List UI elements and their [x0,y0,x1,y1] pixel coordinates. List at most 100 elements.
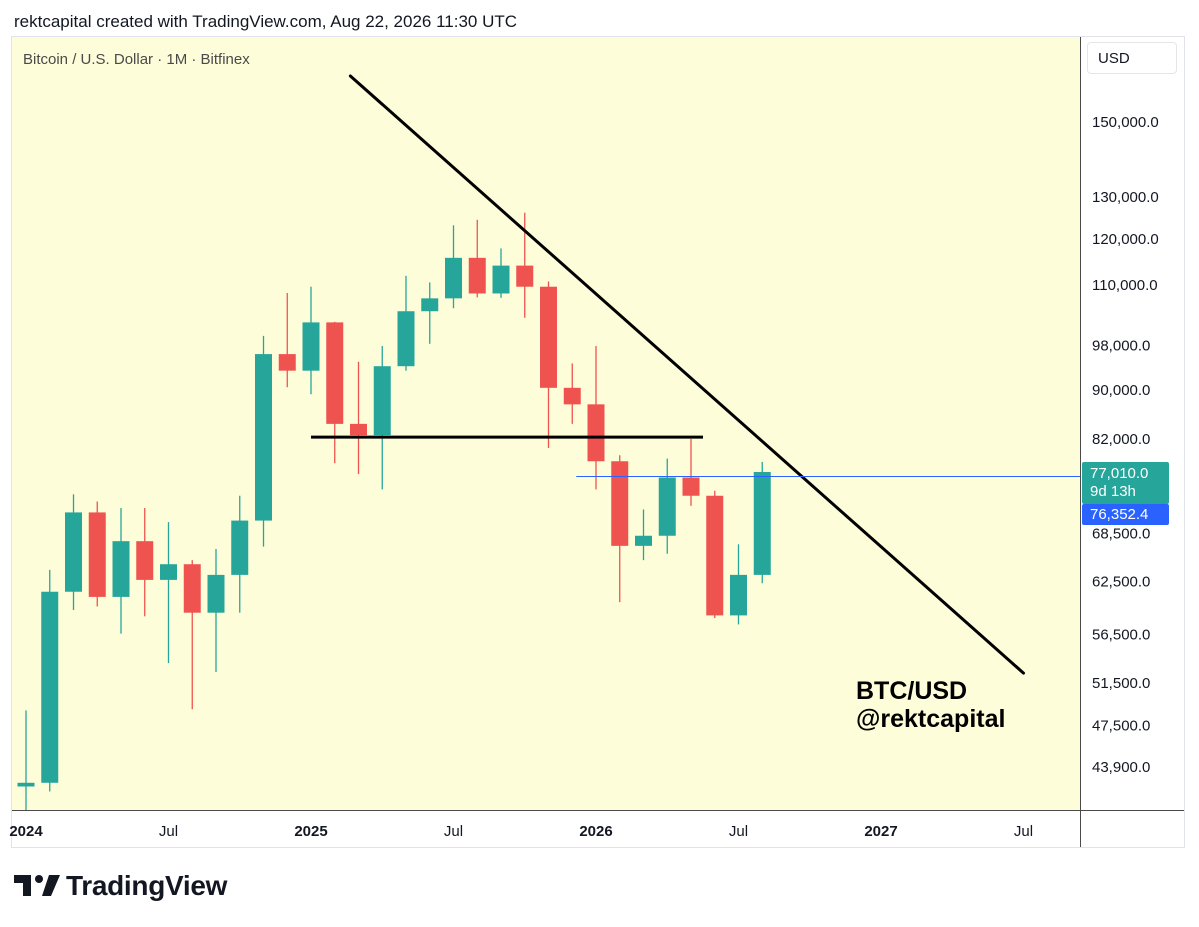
candle[interactable] [255,335,272,547]
price-tick-label: 98,000.0 [1092,337,1150,354]
annotation-pair: BTC/USD [856,677,968,705]
candle[interactable] [445,225,462,309]
candle[interactable] [421,282,439,344]
candle[interactable] [112,508,130,634]
time-tick-label: Jul [159,823,178,840]
candle[interactable] [635,509,652,561]
candle[interactable] [373,345,391,490]
candle[interactable] [326,321,344,464]
candle[interactable] [587,345,605,490]
price-tick-label: 130,000.0 [1092,189,1159,206]
price-tick-label: 56,500.0 [1092,627,1150,644]
candle[interactable] [302,286,320,395]
time-tick-label: 2026 [579,823,612,840]
candle-body [373,366,391,436]
candle[interactable] [753,461,771,584]
time-tick-label: 2025 [294,823,327,840]
candle-body [302,322,320,371]
candle[interactable] [17,710,35,836]
candle[interactable] [706,490,724,619]
symbol-label: Bitcoin / U.S. Dollar · 1M · Bitfinex [23,51,250,68]
candle[interactable] [88,501,106,607]
time-tick-label: Jul [729,823,748,840]
last-price-tag: 77,010.0 9d 13h [1082,462,1169,504]
last-price-value: 77,010.0 [1090,465,1149,482]
candles-layer [17,212,771,836]
candle-body [706,495,724,616]
price-tick-label: 90,000.0 [1092,382,1150,399]
price-axis: 150,000.0 130,000.0 120,000.0 110,000.0 98,0… [1092,114,1159,776]
plot-background [12,37,1080,810]
candle-body [160,564,177,580]
candle[interactable] [65,494,82,611]
candle[interactable] [231,495,249,613]
descending-trendline[interactable] [348,74,1025,675]
candle-body [183,564,201,613]
candle-body [730,574,747,616]
candle-body [611,461,629,546]
candle-body [540,286,557,388]
horizontal-line-price-tag: 76,352.4 [1082,504,1169,525]
currency-button[interactable]: USD [1087,42,1177,74]
candle-body [421,298,439,312]
candle-body [563,387,581,405]
candle-body [587,404,605,462]
chart-annotation: BTC/USD @rektcapital [856,677,1005,733]
candle[interactable] [468,219,486,298]
price-tick-label: 51,500.0 [1092,675,1150,692]
candle-body [136,541,154,580]
price-tick-label: 68,500.0 [1092,525,1150,542]
time-tick-label: 2024 [9,823,43,840]
candle[interactable] [611,455,629,603]
candle-body [326,322,344,424]
candle[interactable] [730,544,747,625]
tradingview-brand: TradingView [66,870,228,901]
candle-body [112,541,130,597]
candle[interactable] [160,522,177,664]
price-tick-label: 47,500.0 [1092,718,1150,735]
candle-body [658,477,676,536]
candle-body [17,782,35,787]
time-tick-label: 2027 [864,823,897,840]
candle-body [468,257,486,294]
candle[interactable] [658,458,676,554]
price-tick-label: 120,000.0 [1092,231,1159,248]
price-tick-label: 110,000.0 [1092,277,1158,294]
bar-countdown: 9d 13h [1090,483,1136,500]
time-tick-label: Jul [444,823,463,840]
candle-body [88,512,106,597]
candle[interactable] [41,569,59,792]
candle-body [350,423,367,436]
candle[interactable] [682,439,700,506]
candle[interactable] [350,361,367,475]
tradingview-logo[interactable]: TradingView [14,870,227,902]
candle[interactable] [136,508,154,617]
candle[interactable] [563,363,581,424]
candle[interactable] [492,248,510,298]
candle-body [516,265,534,287]
price-tick-label: 62,500.0 [1092,574,1150,591]
time-axis: 2024 Jul 2025 Jul 2026 Jul 2027 Jul [9,823,1033,840]
candle-body [492,265,510,294]
price-tick-label: 43,900.0 [1092,759,1150,776]
tradingview-logo-icon [14,875,60,896]
candle-body [65,512,82,592]
drawings-layer [311,74,1080,675]
candle-body [445,257,462,299]
candle[interactable] [540,281,557,449]
time-tick-label: Jul [1014,823,1033,840]
annotation-handle: @rektcapital [856,705,1006,733]
price-tick-label: 150,000.0 [1092,114,1159,131]
candle-body [753,471,771,575]
candle-body [278,354,296,371]
candle[interactable] [183,560,201,710]
candle-body [255,354,272,521]
price-tick-label: 82,000.0 [1092,431,1150,448]
candle-body [397,311,415,367]
candle-body [682,477,700,496]
candle[interactable] [278,292,296,388]
candle[interactable] [207,549,225,673]
candle[interactable] [397,275,415,371]
candle-body [41,591,59,783]
